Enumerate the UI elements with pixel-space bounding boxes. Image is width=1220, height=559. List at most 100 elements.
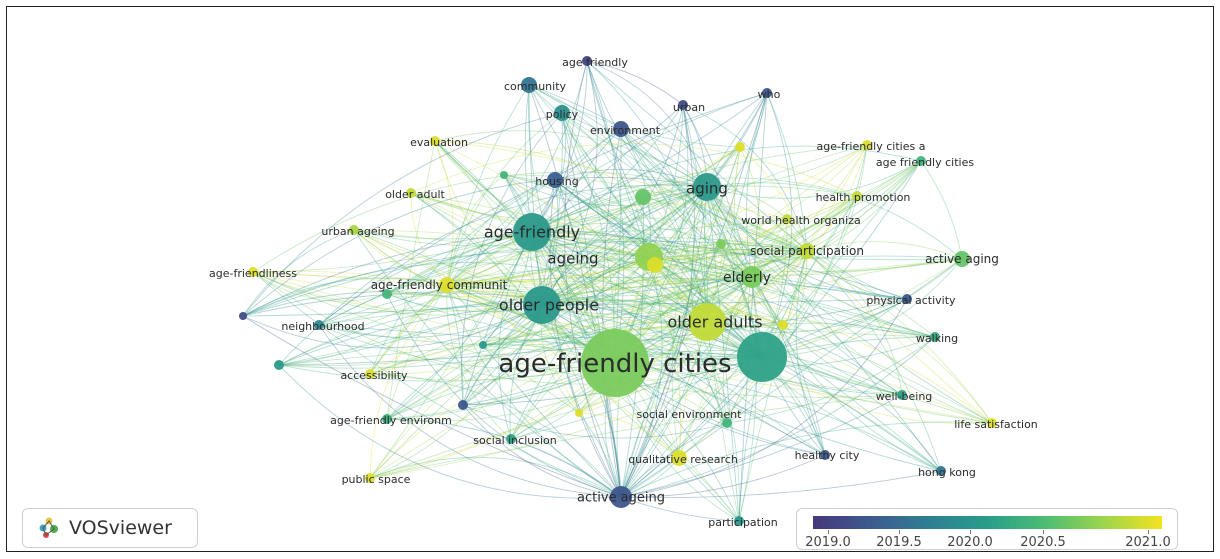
node-eval[interactable] [430,136,440,146]
node-ls[interactable] [987,418,997,428]
node-u10[interactable] [274,360,284,370]
node-label-elderly[interactable]: elderly [723,270,771,286]
node-label-hp[interactable]: health promotion [816,191,911,204]
node-hcity[interactable] [820,450,830,460]
node-label-ls[interactable]: life satisfaction [954,418,1038,431]
node-label-eval[interactable]: evaluation [410,136,468,149]
node-hk[interactable] [936,466,946,476]
node-si[interactable] [506,434,516,444]
node-label-hk[interactable]: hong kong [918,466,976,479]
node-u7[interactable] [458,400,468,410]
node-label-urbanageing[interactable]: urban ageing [321,225,394,238]
node-label-op[interactable]: older people [499,296,599,315]
node-pubspace[interactable] [365,473,375,483]
node-label-policy[interactable]: policy [546,108,579,121]
node-urbanageing[interactable] [349,225,359,235]
node-u9[interactable] [575,409,583,417]
node-label-afness[interactable]: age-friendliness [209,267,297,280]
node-aging[interactable] [693,173,721,201]
node-qr[interactable] [671,450,687,466]
node-hub[interactable] [737,332,787,382]
node-actaging[interactable] [954,251,970,267]
node-afdly[interactable] [582,56,592,66]
vosviewer-badge[interactable]: VOSviewer [22,508,198,548]
node-label-afdly[interactable]: age friendly [562,56,628,69]
node-label-whoorg[interactable]: world health organiza [741,214,860,227]
node-label-ageing[interactable]: ageing [547,249,598,267]
node-label-oa[interactable]: older adults [667,313,762,332]
node-label-urban[interactable]: urban [673,101,705,114]
node-label-part[interactable]: participation [708,516,778,529]
node-access[interactable] [365,369,375,379]
node-u8[interactable] [239,312,247,320]
node-label-pubspace[interactable]: public space [342,473,411,486]
cooccurrence-network[interactable]: age-friendly cities age-friendly older peo… [7,7,1215,553]
node-env[interactable] [613,121,629,137]
node-label-actaging[interactable]: active aging [925,252,999,266]
node-afenv[interactable] [382,414,392,424]
node-label-olderadult[interactable]: older adult [385,188,445,201]
node-u4[interactable] [778,320,788,330]
network-edge [446,284,622,498]
node-u11[interactable] [382,289,392,299]
node-housing[interactable] [547,172,563,188]
network-edge [369,373,622,498]
node-neigh[interactable] [314,320,324,330]
node-community[interactable] [521,77,537,93]
node-walk[interactable] [930,332,940,342]
node-label-pa[interactable]: physical activity [866,294,956,307]
node-label-afcomm[interactable]: age-friendly communit [371,278,508,292]
node-label-sp[interactable]: social participation [750,244,864,258]
node-label-si[interactable]: social inclusion [473,434,556,447]
node-elderly[interactable] [741,266,763,288]
node-u1[interactable] [735,142,745,152]
node-u3[interactable] [647,257,663,273]
network-edge [541,243,722,306]
node-af[interactable] [513,213,551,251]
node-u5[interactable] [716,239,726,249]
colorbar-tick [1148,530,1149,534]
node-urban[interactable] [678,100,688,110]
node-who[interactable] [762,88,772,98]
node-u6[interactable] [500,171,508,179]
node-label-afcs[interactable]: age friendly cities [876,156,974,169]
node-aa[interactable] [610,486,632,508]
network-edge [482,344,580,414]
node-label-aa[interactable]: active ageing [577,491,665,506]
node-label-access[interactable]: accessibility [340,369,408,382]
node-part[interactable] [734,516,744,526]
node-u12[interactable] [479,341,487,349]
node-hp[interactable] [852,191,862,201]
node-op[interactable] [523,286,561,324]
node-label-senv[interactable]: social environment [637,408,743,421]
node-label-walk[interactable]: walking [916,332,958,345]
node-afca[interactable] [862,140,872,150]
node-pa[interactable] [902,294,912,304]
node-label-afenv[interactable]: age-friendly environm [330,414,452,427]
node-policy[interactable] [554,105,570,121]
node-afcs[interactable] [916,156,926,166]
node-afc[interactable] [581,329,649,397]
node-label-afca[interactable]: age-friendly cities a [817,140,926,153]
node-whoorg[interactable] [782,214,792,224]
node-label-afc[interactable]: age-friendly cities [498,349,731,379]
node-label-qr[interactable]: qualitative research [628,453,738,466]
node-sp[interactable] [799,243,815,259]
node-label-aging[interactable]: aging [686,179,728,197]
node-label-housing[interactable]: housing [535,175,578,188]
node-afness[interactable] [248,267,258,277]
node-u2[interactable] [635,189,651,205]
node-olderadult[interactable] [406,188,416,198]
node-label-env[interactable]: environment [590,124,661,137]
node-afcomm[interactable] [439,277,455,293]
node-label-who[interactable]: who [758,88,781,101]
node-label-community[interactable]: community [504,80,567,93]
node-oa[interactable] [688,303,726,341]
network-edge [386,253,650,295]
node-label-hcity[interactable]: healthy city [795,449,860,462]
node-senv[interactable] [722,418,732,428]
node-label-neigh[interactable]: neighbourhood [281,320,364,333]
node-label-af[interactable]: age-friendly [484,223,580,242]
node-label-wb[interactable]: well-being [876,390,933,403]
node-wb[interactable] [897,390,907,400]
